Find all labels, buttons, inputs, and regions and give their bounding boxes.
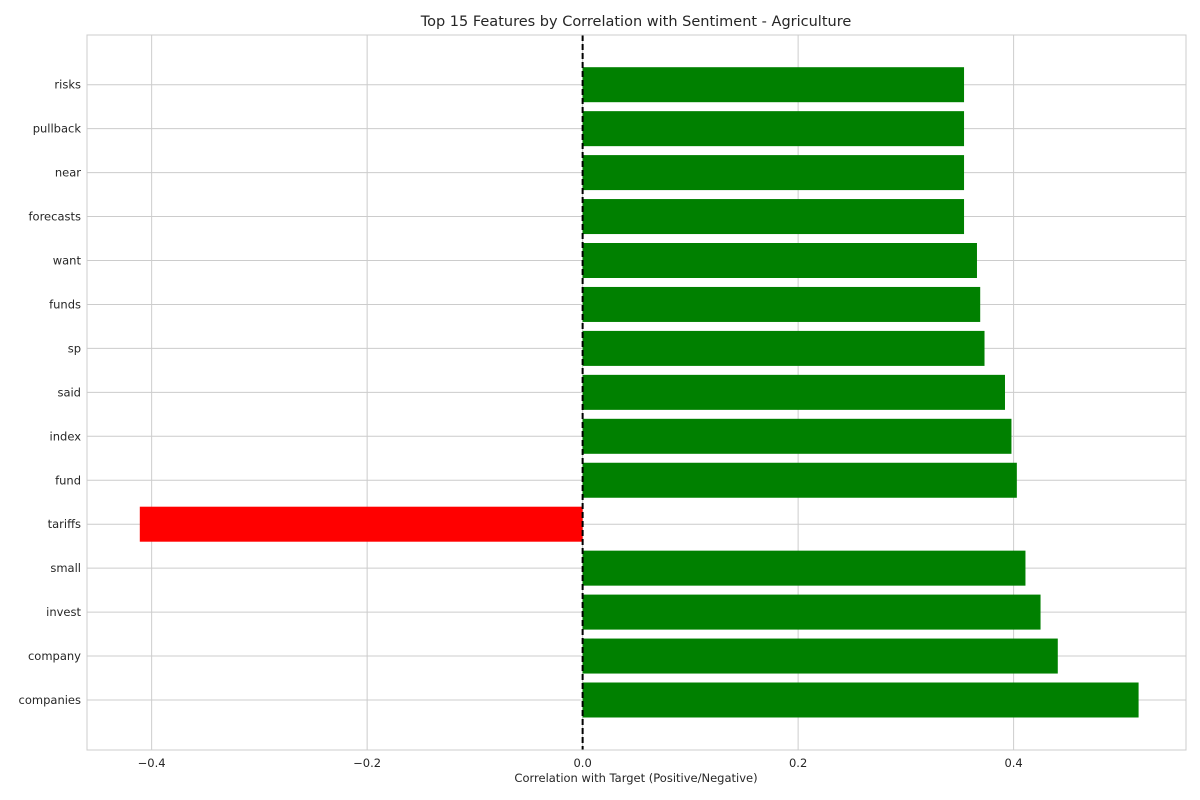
bar-risks	[582, 67, 965, 103]
y-tick-label: invest	[46, 605, 81, 619]
x-tick-labels: −0.4 −0.2 0.0 0.2 0.4	[138, 756, 1023, 770]
y-tick-label: said	[57, 385, 81, 399]
y-tick-label: company	[28, 649, 81, 663]
bar-funds	[582, 286, 981, 322]
y-tick-label: small	[50, 561, 81, 575]
y-tick-label: pullback	[33, 122, 82, 136]
x-tick-label: 0.4	[1004, 756, 1022, 770]
bar-want	[582, 243, 977, 278]
plot-frame	[86, 34, 1187, 751]
y-tick-label: forecasts	[29, 210, 82, 224]
x-tick-label: 0.2	[789, 756, 807, 770]
x-tick-label: −0.4	[138, 756, 166, 770]
y-tick-label: tariffs	[48, 517, 81, 531]
chart-title: Top 15 Features by Correlation with Sent…	[420, 14, 852, 30]
x-tick-label: 0.0	[573, 756, 591, 770]
bar-said	[582, 374, 1005, 410]
bar-forecasts	[582, 199, 965, 235]
y-tick-label: sp	[68, 341, 81, 355]
bar-fund	[582, 462, 1017, 498]
bar-index	[582, 418, 1012, 454]
y-tick-label: fund	[55, 473, 81, 487]
bars-layer	[139, 67, 1139, 718]
y-tick-label: want	[53, 254, 82, 268]
bar-company	[582, 638, 1058, 674]
y-tick-labels: companies company invest small tariffs fund in…	[19, 78, 82, 707]
y-tick-label: companies	[19, 693, 81, 707]
x-tick-label: −0.2	[353, 756, 381, 770]
y-tick-label: index	[50, 429, 82, 443]
y-tick-label: risks	[54, 78, 81, 92]
x-axis-label: Correlation with Target (Positive/Negati…	[514, 771, 757, 785]
bar-invest	[582, 594, 1041, 630]
y-tick-label: near	[55, 166, 81, 180]
bar-sp	[582, 330, 985, 366]
bar-pullback	[582, 111, 965, 147]
y-tick-label: funds	[49, 297, 81, 311]
bar-small	[582, 550, 1026, 586]
bar-companies	[582, 682, 1139, 718]
bar-near	[582, 155, 965, 191]
bar-tariffs	[139, 506, 583, 542]
